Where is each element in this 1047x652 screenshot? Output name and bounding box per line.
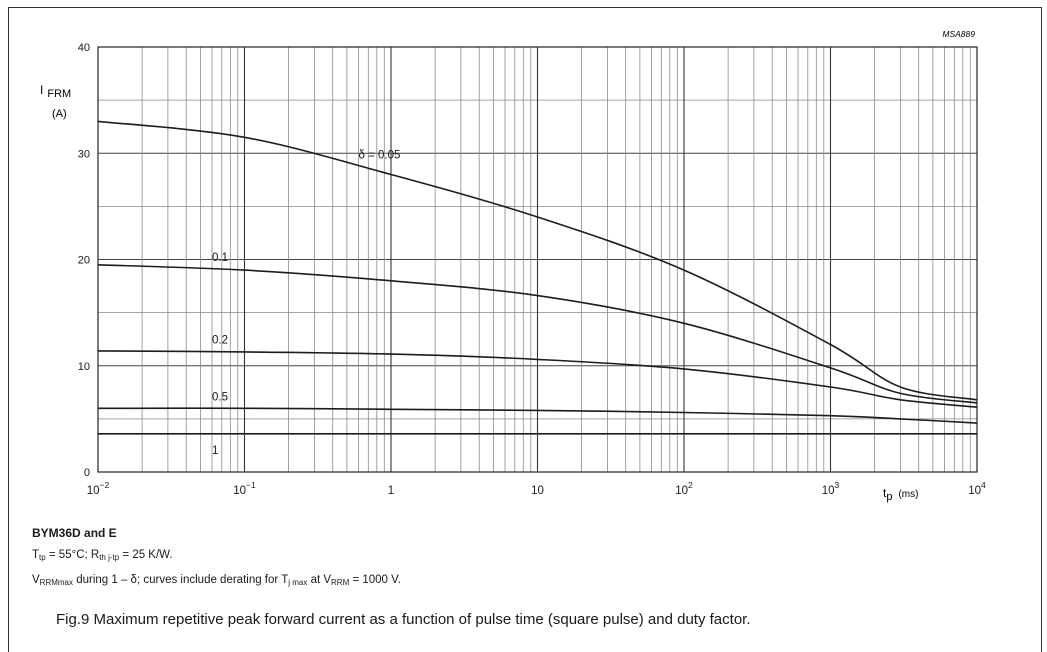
figure-code: MSA889 bbox=[942, 29, 975, 39]
y-tick-label: 10 bbox=[78, 361, 90, 373]
x-tick-label: 104 bbox=[968, 480, 986, 497]
x-tick-label: 10−2 bbox=[87, 480, 110, 497]
series-line bbox=[97, 350, 978, 408]
chart-curves bbox=[97, 120, 978, 435]
x-tick-label: 102 bbox=[675, 480, 693, 497]
series-line bbox=[97, 407, 978, 424]
y-axis-label-symbol: I bbox=[40, 83, 43, 97]
y-tick-label: 20 bbox=[78, 255, 90, 267]
chart: 0 10 20 30 40 10−2 10−1 1 10 102 103 104 δ = 0.05 0.1… bbox=[40, 29, 986, 503]
x-axis-label-subscript: p bbox=[886, 491, 892, 503]
series-line bbox=[97, 120, 978, 401]
chart-grid bbox=[98, 47, 977, 472]
y-tick-label: 40 bbox=[78, 42, 90, 54]
x-tick-label: 10 bbox=[531, 485, 544, 497]
conditions-line-2: VRRMmax during 1 – δ; curves include der… bbox=[32, 574, 401, 587]
series-label: δ = 0.05 bbox=[358, 149, 400, 161]
series-line bbox=[97, 264, 978, 404]
series-label: 0.5 bbox=[212, 391, 228, 403]
conditions-line-1: Ttp = 55°C; Rth j-tp = 25 K/W. bbox=[32, 549, 173, 562]
x-tick-label: 1 bbox=[388, 485, 394, 497]
x-axis-label: tp (ms) bbox=[883, 486, 918, 503]
series-label: 0.2 bbox=[212, 335, 228, 347]
x-axis-label-symbol: t bbox=[883, 486, 887, 500]
device-name: BYM36D and E bbox=[32, 526, 117, 540]
plot-area-border bbox=[97, 46, 978, 473]
x-tick-label: 10−1 bbox=[233, 480, 256, 497]
x-axis-label-unit: (ms) bbox=[898, 489, 918, 500]
chart-labels: 0 10 20 30 40 10−2 10−1 1 10 102 103 104 δ = 0.05 0.1… bbox=[78, 42, 986, 497]
y-tick-label: 0 bbox=[84, 467, 90, 479]
figure-caption: Fig.9 Maximum repetitive peak forward cu… bbox=[56, 611, 751, 628]
x-tick-label: 103 bbox=[822, 480, 840, 497]
series-label: 0.1 bbox=[212, 252, 228, 264]
figure-notes: BYM36D and E Ttp = 55°C; Rth j-tp = 25 K… bbox=[32, 522, 401, 594]
y-axis-unit: (A) bbox=[52, 108, 67, 120]
figure-frame bbox=[8, 7, 1042, 652]
y-axis-label: I FRM bbox=[40, 83, 71, 100]
y-axis-label-subscript: FRM bbox=[47, 88, 71, 100]
y-tick-label: 30 bbox=[78, 148, 90, 160]
series-label: 1 bbox=[212, 445, 218, 457]
